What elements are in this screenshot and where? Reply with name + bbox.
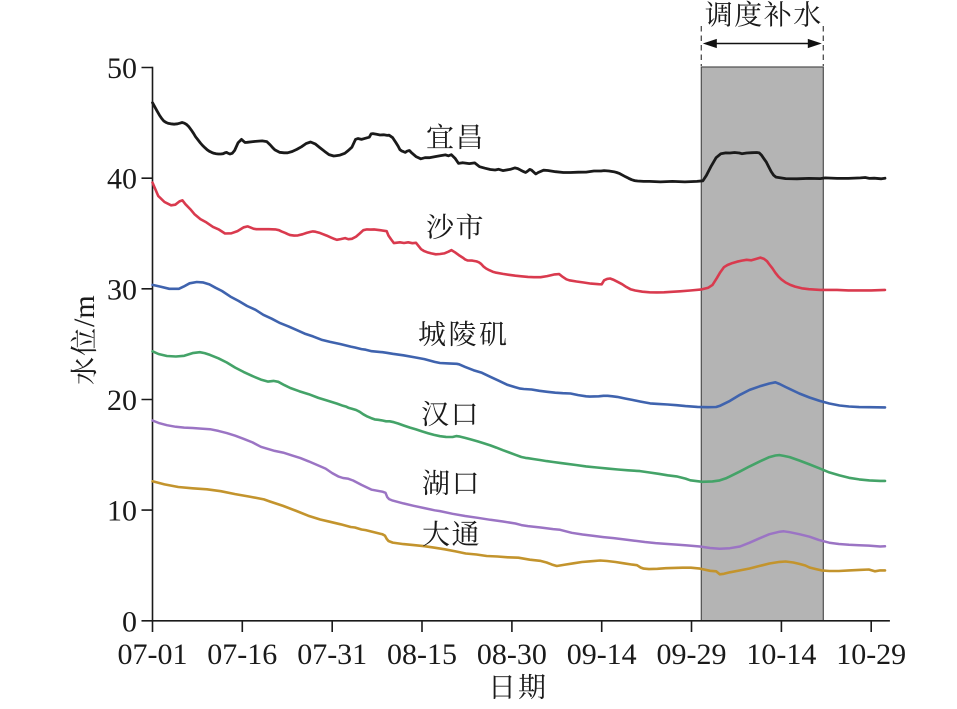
svg-text:07-16: 07-16 (207, 638, 277, 671)
svg-text:09-14: 09-14 (567, 638, 637, 671)
svg-text:0: 0 (122, 605, 137, 638)
svg-text:08-30: 08-30 (477, 638, 547, 671)
svg-text:/m: /m (68, 295, 101, 327)
svg-text:07-31: 07-31 (297, 638, 367, 671)
svg-text:10-29: 10-29 (836, 638, 906, 671)
svg-text:50: 50 (107, 52, 137, 85)
svg-text:20: 20 (107, 384, 137, 417)
svg-text:07-01: 07-01 (118, 638, 188, 671)
svg-text:30: 30 (107, 273, 137, 306)
svg-text:10-14: 10-14 (746, 638, 816, 671)
svg-text:09-29: 09-29 (657, 638, 727, 671)
svg-text:40: 40 (107, 163, 137, 196)
svg-text:08-15: 08-15 (387, 638, 457, 671)
svg-text:10: 10 (107, 495, 137, 528)
